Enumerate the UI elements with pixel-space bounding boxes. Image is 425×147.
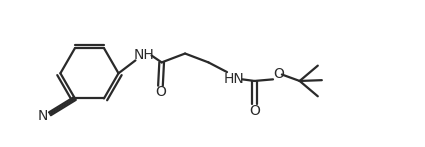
Text: HN: HN (224, 72, 245, 86)
Text: NH: NH (134, 48, 155, 62)
Text: O: O (249, 104, 260, 118)
Text: N: N (38, 109, 48, 123)
Text: O: O (155, 85, 166, 99)
Text: O: O (273, 67, 284, 81)
